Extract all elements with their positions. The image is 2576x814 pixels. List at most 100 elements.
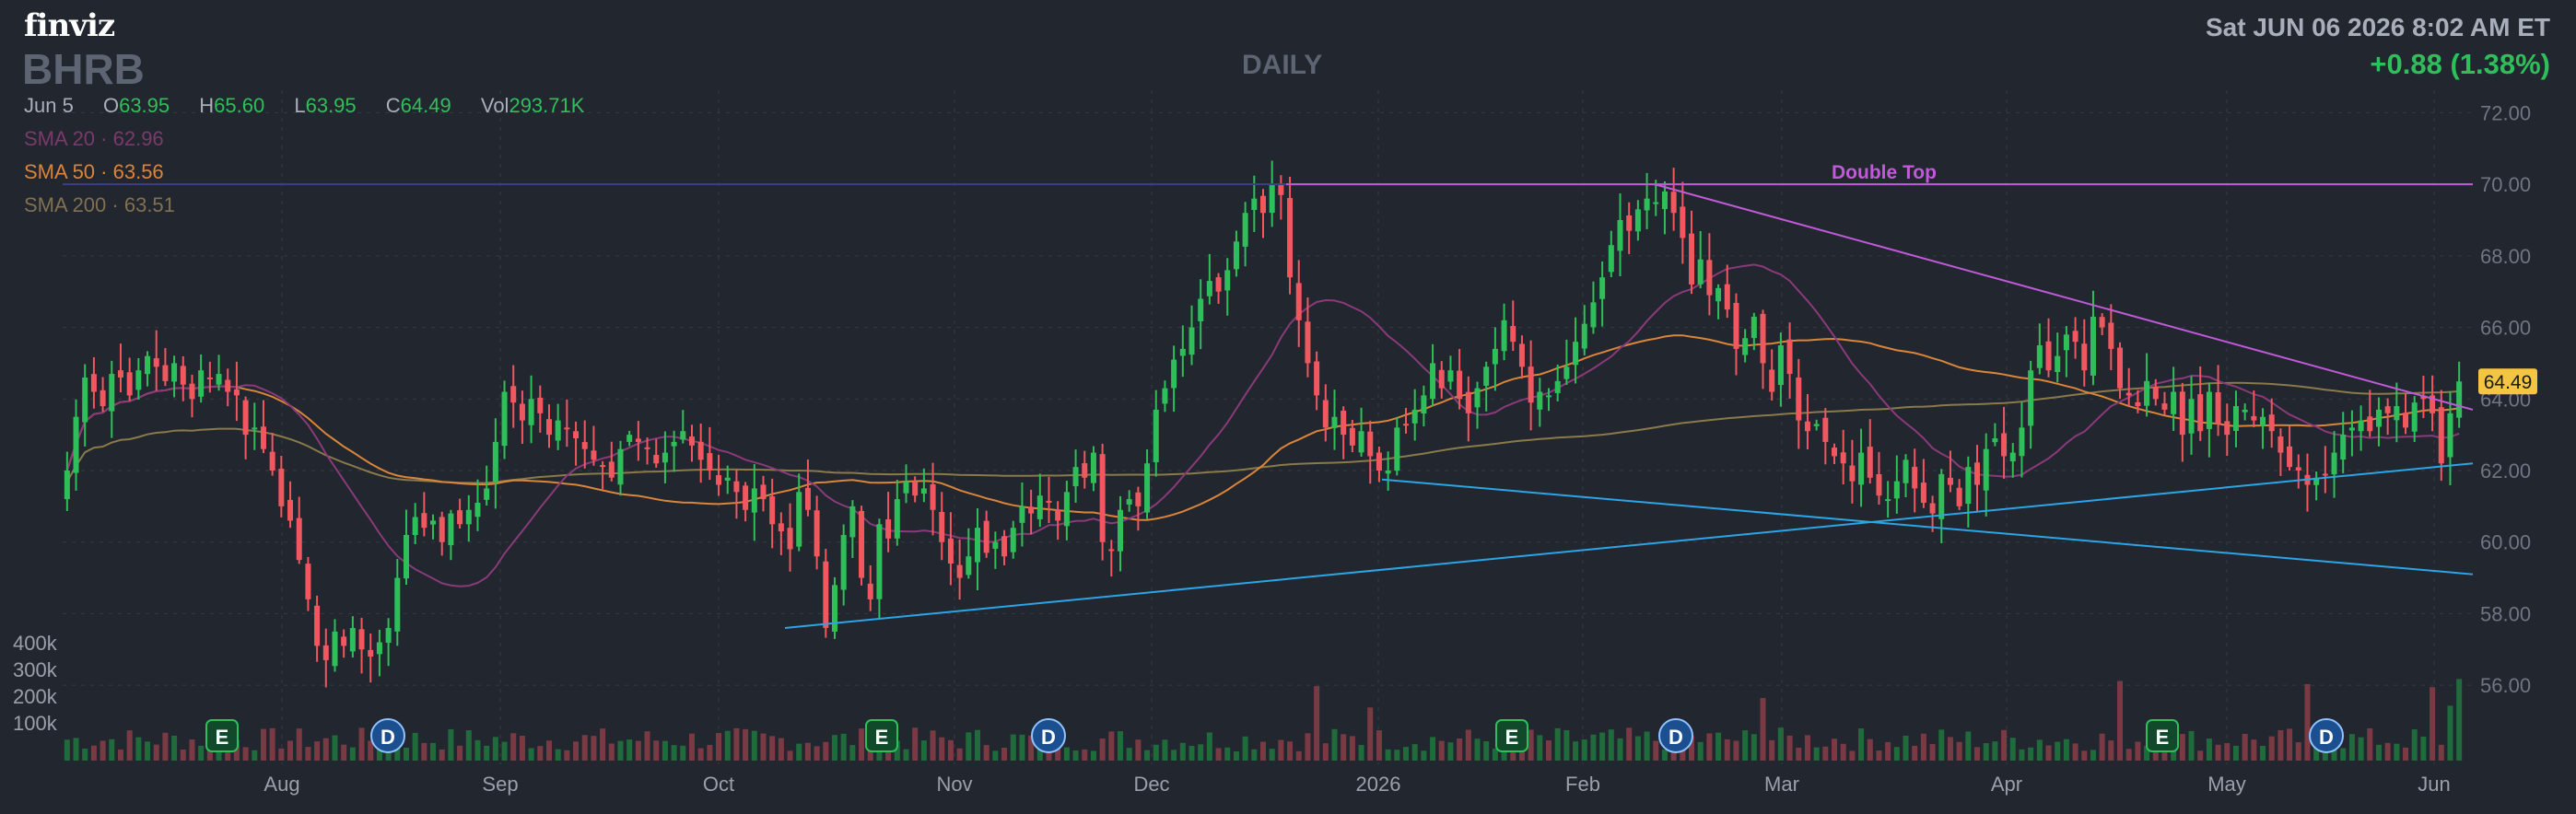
volume-bar (1099, 738, 1106, 761)
candle-body (1287, 198, 1294, 278)
time-tick-label: Dec (1133, 773, 1169, 796)
volume-bar (600, 728, 606, 761)
volume-bar (394, 743, 401, 761)
volume-bar (135, 737, 142, 761)
candle-body (100, 390, 106, 407)
candle-body (2232, 406, 2239, 432)
candle-body (368, 649, 374, 657)
chart-datetime: Sat JUN 06 2026 8:02 AM ET (2205, 13, 2550, 41)
earnings-marker-shape[interactable] (205, 719, 239, 752)
sma50-legend[interactable]: SMA 50 · 63.56 (24, 160, 164, 183)
volume-bar (573, 741, 580, 761)
candle-body (1144, 463, 1151, 513)
candle-body (376, 642, 382, 655)
volume-bar (421, 742, 427, 761)
price-tick-label: 66.00 (2480, 317, 2531, 340)
candle-body (394, 577, 401, 632)
candle-body (966, 556, 972, 576)
volume-bar (1554, 727, 1561, 761)
volume-bar (2045, 745, 2052, 761)
volume-bar (1849, 750, 1856, 761)
volume-bar (1269, 749, 1275, 761)
volume-bar (2447, 705, 2453, 761)
double-top-label: Double Top (1832, 162, 1937, 183)
price-tick-label: 58.00 (2480, 602, 2531, 625)
earnings-marker-icon: E (205, 719, 239, 752)
finviz-logo[interactable]: finviz (24, 7, 115, 44)
volume-bar (2260, 746, 2266, 761)
volume-bar (1108, 731, 1115, 761)
dividend-marker-shape[interactable] (2309, 718, 2344, 753)
volume-bar (859, 728, 865, 761)
volume-bar (1563, 729, 1570, 761)
volume-bar (1653, 740, 1659, 761)
volume-bar (1876, 750, 1882, 761)
candle-body (278, 468, 285, 506)
dividend-marker-shape[interactable] (370, 718, 405, 753)
candle-body (1198, 298, 1204, 321)
volume-bar (1912, 745, 1918, 761)
candle-body (305, 564, 311, 599)
volume-bar (697, 748, 704, 761)
dividend-marker-shape[interactable] (1031, 718, 1066, 753)
volume-tick-label: 300k (13, 658, 58, 681)
candle-body (1153, 409, 1159, 462)
volume-bar (1697, 741, 1704, 761)
volume-bar (1581, 739, 1587, 761)
volume-bar (688, 733, 695, 761)
candle-body (1599, 277, 1606, 299)
candle-body (1126, 499, 1132, 505)
candle-body (1965, 467, 1972, 505)
candle-body (1590, 302, 1597, 328)
candle-body (385, 627, 392, 644)
volume-bar (760, 733, 767, 761)
candle-body (992, 541, 999, 549)
candle-body (1492, 348, 1498, 365)
volume-bar (626, 739, 633, 761)
earnings-marker-shape[interactable] (1495, 719, 1528, 752)
time-tick-label: Feb (1565, 773, 1600, 796)
candle-body (421, 513, 427, 529)
volume-bar (608, 743, 615, 761)
volume-bar (1411, 744, 1418, 761)
candle-body (1403, 424, 1410, 426)
volume-bar (1590, 734, 1597, 761)
candle-body (1135, 492, 1142, 506)
volume-bar (1822, 746, 1829, 761)
candle-body (930, 483, 936, 510)
sma20-legend[interactable]: SMA 20 · 62.96 (24, 127, 164, 150)
earnings-marker-shape[interactable] (865, 719, 898, 752)
candle-body (671, 441, 677, 447)
volume-bar (1385, 749, 1391, 761)
volume-bar (1804, 735, 1810, 761)
candle-body (1893, 481, 1900, 499)
volume-bar (2375, 744, 2382, 761)
volume-bar (591, 736, 597, 761)
volume-bar (1233, 750, 1239, 761)
volume-bar (1215, 748, 1222, 761)
volume-bar (1474, 738, 1481, 761)
candle-body (1992, 438, 1998, 443)
volume-bar (474, 739, 481, 761)
sma200-legend[interactable]: SMA 200 · 63.51 (24, 193, 175, 216)
candle-body (2447, 413, 2453, 458)
volume-bar (2295, 742, 2301, 761)
candle-body (733, 481, 740, 493)
candle-body (885, 518, 892, 539)
candle-body (1769, 369, 1775, 392)
dividend-marker-shape[interactable] (1658, 718, 1693, 753)
volume-bar (1421, 750, 1427, 761)
volume-bar (1457, 738, 1463, 761)
candle-body (314, 605, 321, 646)
candle-body (1179, 348, 1186, 356)
volume-bar (2009, 738, 2016, 761)
price-tick-label: 68.00 (2480, 245, 2531, 268)
price-tick-label: 60.00 (2480, 531, 2531, 554)
earnings-marker-shape[interactable] (2146, 719, 2179, 752)
candle-body (2009, 452, 2016, 462)
candle-body (581, 442, 588, 449)
candle-body (1617, 220, 1623, 251)
candle-body (2287, 446, 2293, 468)
candle-body (849, 506, 856, 538)
